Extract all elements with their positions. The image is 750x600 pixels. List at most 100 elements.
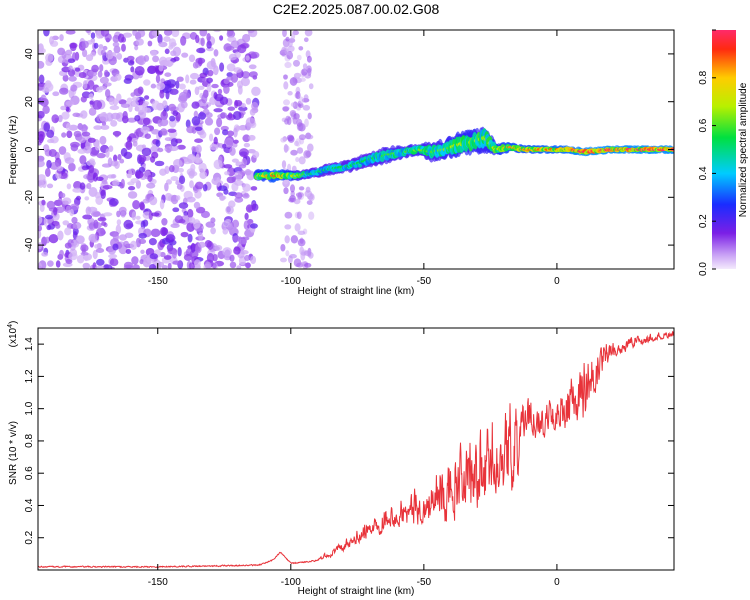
spectrogram-cell [168,165,175,173]
spectrogram-cell [150,83,157,89]
spectrogram-cell [129,240,138,250]
spectrogram-cell [90,51,96,57]
spectrogram-cell [100,30,110,37]
spectrogram-cell [189,72,200,80]
spectrogram-cell [170,138,178,147]
spectrogram-cell [171,30,180,38]
spectrogram-cell [248,64,257,70]
spectrogram-cell [251,203,259,211]
y-tick-label: 0.2 [24,530,35,544]
spectrogram-cell [170,223,180,229]
spectrogram-cell [131,256,139,265]
spectrogram-cell [210,227,216,235]
spectrogram-cell [234,99,243,107]
spectrogram-cell [234,192,243,199]
spectrogram-cell [302,63,308,70]
spectrogram-cell [237,85,243,95]
spectrogram-cell [104,82,112,87]
spectrogram-cell [140,126,150,134]
spectrogram-cell [95,258,105,266]
spectrogram-cell [128,185,136,191]
spectrogram-cell [191,145,196,152]
spectrogram-cell [97,86,107,91]
spectrogram-cell [211,83,219,89]
spectrogram-cell [213,30,222,33]
spectrogram-cell [38,215,43,225]
spectrogram-cell [178,218,186,224]
spectrogram-cell [225,46,235,51]
spectrogram-cell [296,118,303,128]
spectrogram-cell [176,76,184,82]
spectrogram-cell [283,74,288,80]
spectrogram-cell [298,96,304,105]
spectrogram-cell [82,80,88,90]
spectrogram-x-axis-label: Height of straight line (km) [298,286,415,297]
spectrogram-cell [114,132,120,138]
colorbar-tick-label: 0.4 [698,166,709,180]
spectrogram-cell [222,228,229,235]
spectrogram-cell [229,146,236,156]
spectrogram-cell [280,243,286,252]
spectrogram-cell [199,72,208,79]
spectrogram-cell [173,159,183,168]
spectrogram-cell [289,77,298,86]
spectrogram-cell [306,200,313,205]
spectrogram-cell [60,105,67,111]
spectrogram-cell [119,158,125,164]
spectrogram-cell [185,119,191,128]
spectrogram-cell [99,76,109,84]
spectrogram-cell [134,170,144,179]
spectrogram-cell [68,75,77,82]
spectrogram-cell [167,128,177,133]
spectrogram-cell [193,110,199,118]
spectrogram-cell [290,149,298,156]
spectrogram-cell [188,170,195,179]
spectrogram-cell [282,106,290,111]
spectrogram-cell [308,211,315,220]
spectrogram-cell [287,255,293,264]
spectrogram-cell [79,182,86,190]
spectrogram-cell [100,124,110,130]
spectrogram-cell [287,135,295,143]
snr-series-line [38,330,674,569]
spectrogram-cell [164,48,170,55]
spectrogram-cell [55,206,65,214]
spectrogram-cell [109,105,120,111]
spectrogram-cell [149,253,159,260]
spectrogram-cell [213,108,223,113]
spectrogram-cell [199,30,208,37]
spectrogram-cell [73,130,82,138]
spectrogram-cell [81,40,89,49]
spectrogram-cell [68,162,76,172]
y-tick-label: 1.0 [24,401,35,415]
snr-y-axis-label: SNR (10 * v/v) [8,421,19,485]
snr-y-multiplier-exp: 4 [7,324,14,328]
spectrogram-cell [87,80,95,90]
spectrogram-cell [103,212,113,217]
colorbar-tick-label: 0.0 [698,262,709,276]
spectrogram-cell [134,45,139,51]
spectrogram-cell [88,222,94,230]
spectrogram-cell [150,228,161,238]
spectrogram-cell [226,63,236,72]
spectrogram-cell [302,104,311,111]
spectrogram-cell [152,55,160,63]
spectrogram-cell [295,157,300,163]
spectrogram-cell [296,211,302,220]
x-tick-label: -50 [417,577,432,588]
spectrogram-cell [290,190,295,197]
snr-y-multiplier: (x104) [7,321,19,348]
spectrogram-cell [130,92,136,97]
spectrogram-cell [112,243,119,251]
spectrogram-cell [95,144,100,151]
spectrogram-cell [240,77,250,87]
spectrogram-cell [95,247,105,254]
spectrogram-cell [175,80,180,89]
spectrogram-cell [296,147,304,154]
spectrogram-cell [308,83,314,90]
spectrogram-cell [43,30,50,37]
spectrogram-cell [120,103,130,108]
spectrogram-cell [112,34,120,43]
spectrogram-cell [248,134,256,141]
